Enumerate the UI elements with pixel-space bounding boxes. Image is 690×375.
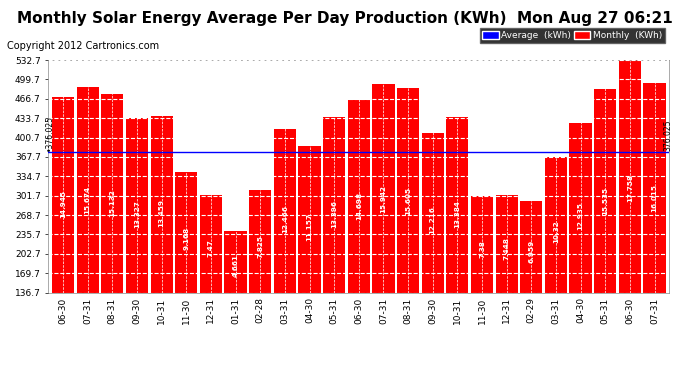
Legend: Average  (kWh), Monthly  (KWh): Average (kWh), Monthly (KWh) — [480, 28, 664, 43]
Text: 7.825: 7.825 — [257, 235, 263, 258]
Text: 15.942: 15.942 — [380, 184, 386, 213]
Bar — [373, 84, 395, 292]
Bar — [52, 97, 75, 292]
Text: 17.758: 17.758 — [627, 174, 633, 202]
Text: 7.38: 7.38 — [479, 240, 485, 258]
Text: 12.935: 12.935 — [578, 202, 584, 230]
Text: 6.959: 6.959 — [529, 240, 534, 263]
Bar — [643, 83, 666, 292]
Bar — [150, 116, 172, 292]
Bar — [224, 231, 247, 292]
Text: 11.157: 11.157 — [306, 213, 313, 241]
Bar — [495, 195, 518, 292]
Text: 12.216: 12.216 — [430, 207, 435, 234]
Bar — [101, 94, 124, 292]
Text: 15.674: 15.674 — [85, 186, 90, 214]
Bar — [298, 146, 321, 292]
Text: 13.327: 13.327 — [134, 200, 140, 228]
Bar — [323, 117, 345, 292]
Text: 16.015: 16.015 — [651, 184, 658, 212]
Bar — [471, 196, 493, 292]
Bar — [594, 89, 616, 292]
Text: 14.698: 14.698 — [356, 192, 362, 220]
Text: 15.605: 15.605 — [405, 186, 411, 214]
Text: 376.025: 376.025 — [664, 119, 673, 151]
Bar — [126, 118, 148, 292]
Text: 4.661: 4.661 — [233, 254, 239, 276]
Text: Copyright 2012 Cartronics.com: Copyright 2012 Cartronics.com — [7, 41, 159, 51]
Text: 13.396: 13.396 — [331, 200, 337, 228]
Text: 14.945: 14.945 — [60, 190, 66, 219]
Text: 15.535: 15.535 — [602, 187, 608, 215]
Bar — [569, 123, 592, 292]
Text: 10.32: 10.32 — [553, 220, 559, 243]
Bar — [200, 195, 222, 292]
Bar — [545, 158, 567, 292]
Bar — [175, 172, 197, 292]
Text: 12.466: 12.466 — [282, 205, 288, 233]
Bar — [348, 100, 370, 292]
Text: •376.025: •376.025 — [45, 115, 54, 151]
Bar — [397, 88, 420, 292]
Bar — [274, 129, 296, 292]
Text: 13.459: 13.459 — [159, 199, 165, 227]
Text: Monthly Solar Energy Average Per Day Production (KWh)  Mon Aug 27 06:21: Monthly Solar Energy Average Per Day Pro… — [17, 11, 673, 26]
Bar — [446, 117, 469, 292]
Text: 7.47: 7.47 — [208, 240, 214, 257]
Bar — [249, 190, 271, 292]
Text: 9.168: 9.168 — [184, 227, 189, 250]
Bar — [77, 87, 99, 292]
Text: 15.132: 15.132 — [110, 189, 115, 217]
Bar — [619, 60, 641, 292]
Bar — [520, 201, 542, 292]
Bar — [422, 132, 444, 292]
Text: 7.448: 7.448 — [504, 237, 510, 260]
Text: 13.384: 13.384 — [455, 200, 460, 228]
